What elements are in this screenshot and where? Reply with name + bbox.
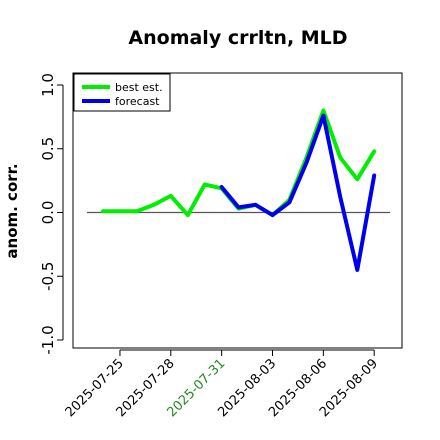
y-tick-label: -0.5 bbox=[39, 262, 57, 291]
y-tick-label: 0.5 bbox=[39, 137, 57, 161]
legend-box bbox=[73, 73, 171, 112]
legend: best est.forecast bbox=[73, 73, 171, 112]
y-tick-label: 0.0 bbox=[39, 201, 57, 225]
legend-label: forecast bbox=[115, 95, 160, 108]
series-line-forecast bbox=[219, 113, 377, 272]
chart-title: Anomaly crrltn, MLD bbox=[128, 27, 347, 49]
y-axis-label: anom. corr. bbox=[3, 163, 21, 258]
legend-label: best est. bbox=[115, 81, 163, 94]
axes: -1.0-0.50.00.51.02025-07-252025-07-28202… bbox=[39, 73, 390, 420]
y-tick-label: 1.0 bbox=[39, 73, 57, 97]
plot-area bbox=[72, 72, 403, 349]
y-tick-label: -1.0 bbox=[39, 325, 57, 354]
series-layer bbox=[101, 108, 377, 272]
